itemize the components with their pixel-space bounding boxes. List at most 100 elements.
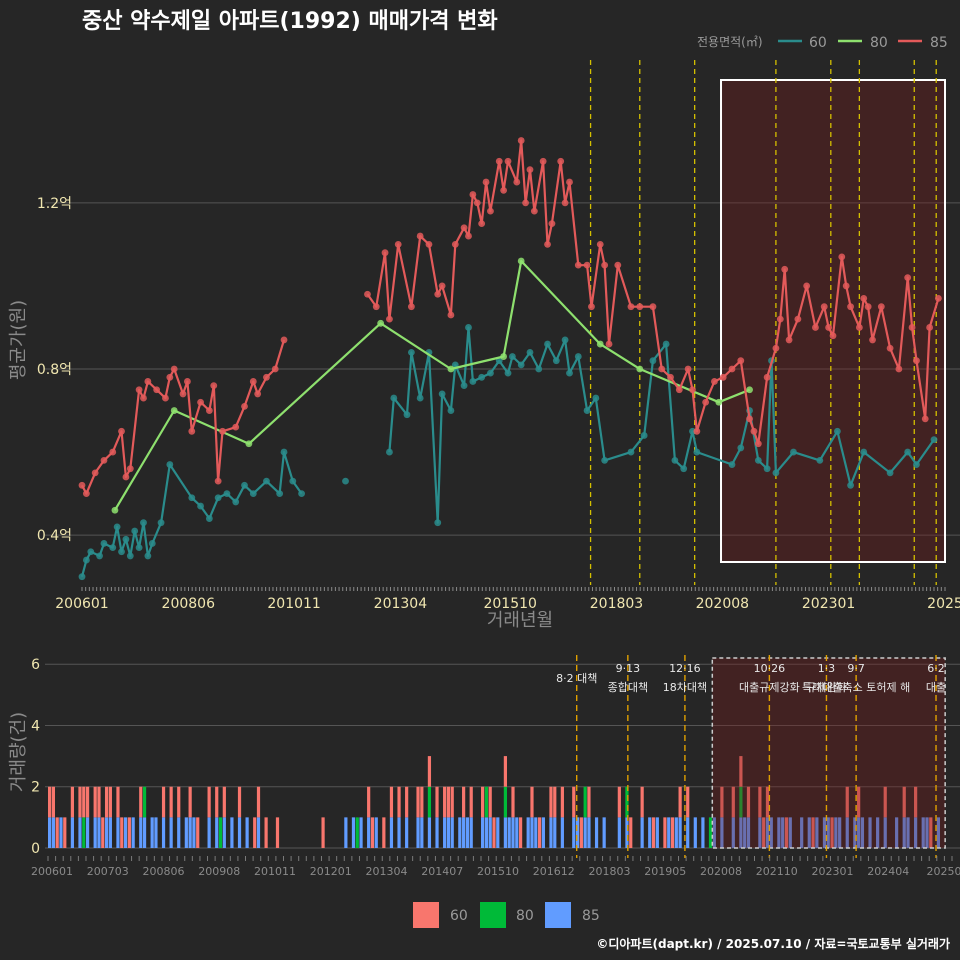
volume-bar-85 (359, 817, 363, 848)
point-85 (908, 324, 916, 331)
volume-bar-85 (78, 817, 82, 848)
point-60 (131, 527, 139, 535)
volume-bar-60 (420, 786, 424, 818)
volume-bar-85 (526, 817, 530, 848)
volume-y-axis-title: 거래량(건) (8, 712, 29, 792)
volume-bar-80 (355, 817, 359, 848)
volume-bar-60 (511, 786, 515, 818)
point-60 (126, 552, 134, 560)
volume-bar-85 (256, 817, 261, 848)
volume-bar-60 (78, 786, 82, 818)
point-85 (82, 490, 90, 498)
volume-bar-85 (207, 817, 211, 848)
point-85 (482, 178, 490, 186)
point-85 (153, 386, 161, 394)
volume-x-tick-label: 201011 (254, 865, 296, 878)
point-85 (649, 303, 657, 311)
volume-bar-85 (515, 817, 519, 848)
volume-bar-80 (427, 786, 432, 818)
volume-bar-85 (177, 817, 181, 848)
point-60 (627, 448, 635, 456)
price-x-axis-title: 거래년월 (487, 610, 553, 631)
point-60 (118, 548, 125, 556)
point-60 (763, 465, 771, 473)
point-60 (601, 456, 609, 464)
point-85 (205, 407, 213, 414)
volume-bar-85 (142, 817, 147, 848)
point-85 (126, 465, 134, 473)
price-x-tick-label: 2025 (927, 596, 960, 612)
volume-bar-60 (553, 786, 557, 818)
price-y-ticks: 0.4억 0.8억 1.2억 (37, 196, 72, 544)
point-80 (447, 365, 455, 373)
volume-x-ticks: 200601 200703 200806 200908 201011 201201 2013… (31, 856, 960, 878)
point-85 (913, 357, 920, 365)
volume-bar-60 (51, 786, 55, 818)
point-85 (583, 261, 591, 269)
volume-bar-60 (416, 786, 420, 818)
point-85 (473, 199, 481, 207)
point-60 (113, 523, 121, 531)
volume-bar-60 (207, 786, 211, 818)
policy-date-label: 1·3 (818, 662, 836, 675)
volume-bar-85 (169, 817, 173, 848)
volume-bar-85 (857, 817, 861, 848)
volume-bar-85 (530, 817, 534, 848)
point-60 (886, 469, 894, 477)
price-y-axis-title: 평균가(원) (8, 300, 29, 380)
volume-bar-85 (686, 817, 690, 848)
price-grid (45, 202, 960, 536)
volume-bar-85 (860, 817, 865, 848)
volume-x-tick-label: 201201 (310, 865, 352, 878)
volume-bar-60 (731, 786, 735, 818)
volume-bar-60 (663, 817, 667, 848)
volume-bar-60 (169, 786, 173, 818)
point-85 (658, 365, 666, 373)
price-x-ticks: 200601 200806 201011 201304 201510 201803 2020… (55, 587, 960, 612)
volume-bar-60 (640, 786, 644, 818)
point-60 (526, 348, 534, 356)
volume-bar-85 (405, 817, 409, 848)
volume-highlight-box (711, 657, 946, 849)
volume-legend: 60 80 85 (413, 902, 600, 928)
point-60 (197, 502, 204, 510)
volume-bar-80 (625, 786, 629, 818)
point-80 (377, 319, 385, 327)
volume-bar-85 (450, 817, 454, 848)
point-85 (904, 274, 912, 282)
point-85 (746, 415, 753, 423)
volume-bar-60 (97, 786, 101, 818)
volume-x-tick-label: 200703 (87, 865, 129, 878)
point-60 (772, 469, 780, 477)
legend-label-85: 85 (930, 35, 948, 51)
point-60 (96, 552, 103, 560)
point-60 (860, 448, 868, 456)
point-85 (109, 448, 117, 456)
volume-bar-85 (807, 817, 811, 848)
vol-legend-swatch-85 (545, 902, 571, 928)
volume-bar-85 (895, 817, 899, 848)
volume-bar-85 (914, 817, 918, 848)
volume-bar-85 (560, 817, 564, 848)
point-60 (232, 498, 240, 506)
point-85 (91, 469, 99, 477)
volume-bar-60 (488, 786, 492, 818)
volume-bar-85 (161, 817, 166, 848)
point-60 (205, 515, 213, 522)
volume-bar-60 (139, 786, 143, 818)
point-60 (109, 544, 117, 552)
point-85 (197, 398, 204, 406)
point-80 (500, 353, 508, 360)
point-60 (535, 365, 543, 373)
volume-bar-60 (857, 786, 861, 818)
point-85 (557, 157, 565, 165)
volume-bar-60 (587, 786, 591, 818)
point-85 (280, 336, 288, 344)
volume-bar-85 (503, 817, 507, 848)
volume-bar-60 (446, 786, 451, 818)
point-85 (210, 382, 218, 390)
volume-bar-60 (188, 786, 192, 818)
point-60 (82, 556, 90, 564)
volume-bar-85 (826, 817, 830, 848)
volume-bar-85 (936, 817, 941, 848)
